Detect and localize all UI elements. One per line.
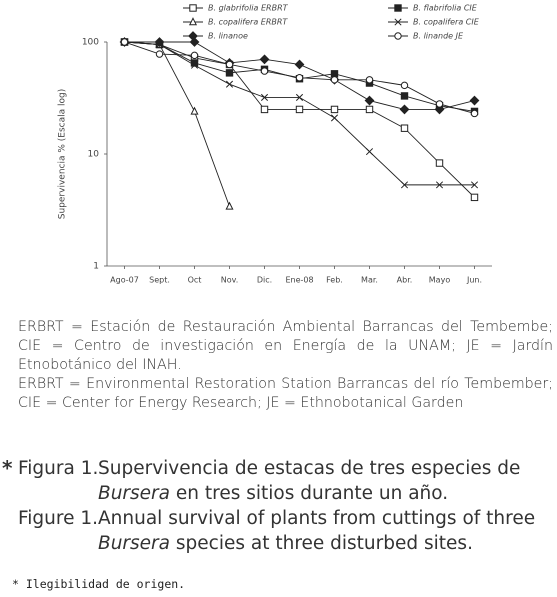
marker	[400, 92, 409, 100]
marker	[188, 17, 198, 26]
caption: * Figura 1. Supervivencia de estacas de …	[2, 456, 557, 556]
marker	[260, 105, 269, 114]
x-tick-label: Mayo	[429, 276, 451, 285]
marker	[190, 106, 199, 115]
x-tick-label: Abr.	[397, 276, 413, 285]
marker	[435, 100, 444, 108]
marker	[365, 148, 374, 156]
marker	[189, 4, 197, 12]
marker	[294, 59, 305, 70]
marker	[400, 124, 409, 132]
caption-en: Figure 1. Annual survival of plants from…	[2, 506, 557, 556]
marker	[225, 80, 234, 88]
caption-text-part: species at three disturbed sites.	[175, 533, 473, 554]
caption-label: Figura 1.	[18, 458, 99, 479]
marker	[259, 54, 270, 65]
marker	[399, 104, 410, 115]
marker	[295, 93, 304, 101]
marker	[295, 105, 304, 114]
legend-label: B. flabrifolia CIE	[413, 4, 478, 13]
marker	[225, 60, 234, 69]
x-tick-label: Nov.	[221, 276, 239, 285]
chart: Supervivencia % (Escala log) 1 10 100 Ago-0…	[58, 4, 492, 285]
marker	[330, 76, 339, 84]
x-tick-label: Ago-07	[110, 276, 139, 285]
x-tick-label: Ene-08	[285, 276, 313, 285]
legend-label: B. linanoe	[208, 32, 248, 41]
x-tick-label: Mar.	[361, 276, 378, 285]
marker	[470, 109, 479, 118]
marker	[394, 4, 402, 12]
marker	[394, 18, 402, 26]
marker	[330, 114, 339, 122]
series-line	[124, 41, 230, 207]
x-tick-label: Feb.	[326, 276, 343, 285]
caption-es: * Figura 1. Supervivencia de estacas de …	[2, 456, 557, 506]
marker	[365, 76, 374, 84]
marker	[190, 51, 199, 60]
marker	[189, 37, 200, 47]
spacer	[2, 506, 18, 556]
legend-label: B. copalifera CIE	[413, 18, 480, 27]
marker	[400, 81, 409, 90]
notes: ERBRT = Estación de Restauración Ambient…	[18, 318, 553, 413]
marker	[225, 201, 234, 210]
marker	[120, 38, 129, 46]
marker	[434, 104, 445, 115]
marker	[155, 50, 164, 58]
x-tick-label: Jun.	[466, 276, 482, 285]
marker	[394, 32, 402, 40]
x-tick-label: Dic.	[257, 276, 272, 285]
marker	[364, 95, 375, 106]
caption-text: Annual survival of plants from cuttings …	[98, 506, 556, 556]
x-tick-label: Oct	[188, 276, 202, 285]
marker	[190, 61, 199, 69]
y-tick-label: 100	[82, 38, 99, 48]
marker	[470, 181, 479, 189]
marker	[225, 69, 234, 77]
y-tick-label: 1	[93, 262, 99, 272]
marker	[188, 31, 198, 41]
legend-label: B. copalifera ERBRT	[208, 18, 288, 27]
marker	[435, 181, 444, 189]
marker	[260, 93, 269, 101]
marker	[330, 105, 339, 114]
y-tick-label: 10	[88, 150, 100, 160]
marker	[435, 159, 444, 167]
caption-text-part: en tres sitios durante un año.	[175, 483, 449, 504]
x-tick-label: Sept.	[149, 276, 170, 285]
marker	[154, 37, 165, 47]
marker	[469, 95, 480, 106]
marker	[470, 193, 479, 202]
marker	[260, 67, 269, 75]
legend-label: B. glabrifolia ERBRT	[208, 4, 289, 13]
note: ERBRT = Environmental Restoration Statio…	[18, 376, 553, 411]
marker	[400, 181, 409, 189]
marker	[295, 74, 304, 82]
caption-italic: Bursera	[98, 483, 170, 504]
note: ERBRT = Estación de Restauración Ambient…	[18, 319, 553, 373]
caption-italic: Bursera	[98, 533, 170, 554]
caption-label: Figure 1.	[18, 508, 99, 529]
caption-text: Supervivencia de estacas de tres especie…	[98, 456, 556, 506]
caption-text-part: Supervivencia de estacas de tres especie…	[98, 458, 521, 479]
legend-label: B. linande JE	[413, 32, 464, 41]
footnote: * Ilegibilidad de origen.	[12, 577, 186, 591]
asterisk: *	[2, 456, 13, 480]
caption-text-part: Annual survival of plants from cuttings …	[98, 508, 536, 529]
marker	[365, 105, 374, 114]
y-axis-label: Supervivencia % (Escala log)	[58, 89, 68, 219]
